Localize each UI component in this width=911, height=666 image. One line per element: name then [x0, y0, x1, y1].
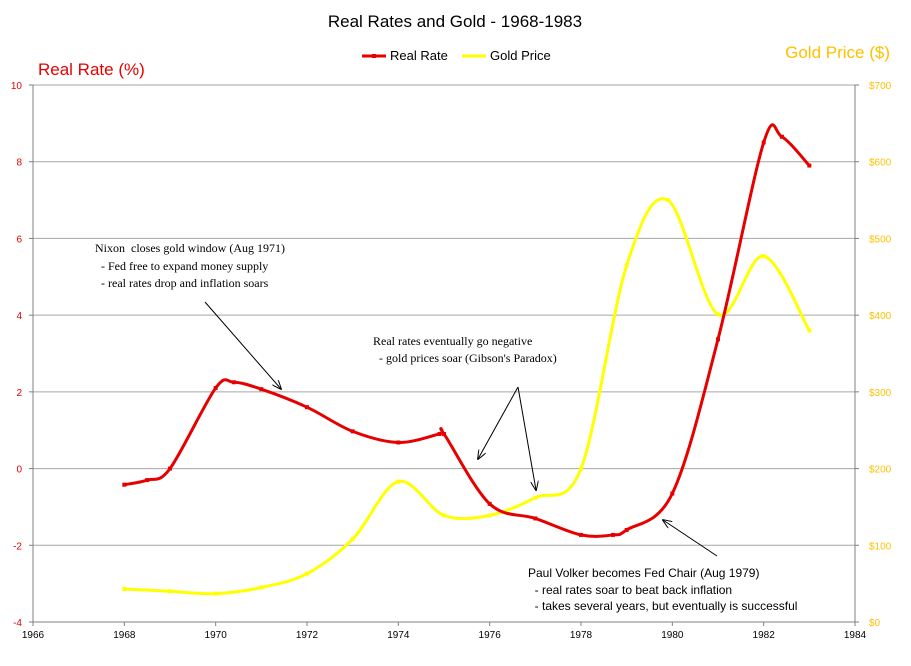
x-tick-label: 1968 — [113, 630, 136, 641]
y-left-tick-label: 6 — [16, 234, 22, 245]
y-left-tick-label: 4 — [16, 311, 22, 322]
data-point-gold-price — [807, 328, 812, 333]
annotation-negative-rates-arrow-2 — [517, 386, 536, 490]
data-point-gold-price — [665, 198, 670, 203]
data-point-gold-price — [305, 571, 309, 576]
data-point-gold-price — [396, 479, 401, 484]
annotation-negative-rates-line-1: Real rates eventually go negative — [373, 334, 532, 348]
annotation-volker-line-3: - takes several years, but eventually is… — [528, 599, 797, 613]
legend-real-rate-marker — [372, 54, 376, 58]
data-point-real-rate — [610, 532, 615, 537]
data-point-real-rate — [533, 516, 538, 521]
y-right-tick-label: $400 — [869, 311, 892, 322]
legend-item-real-rate[interactable]: Real Rate — [362, 48, 448, 63]
data-point-real-rate — [122, 482, 127, 487]
data-point-real-rate — [145, 478, 150, 483]
data-point-real-rate — [437, 432, 442, 437]
data-point-gold-price — [122, 587, 127, 592]
y-left-tick-label: 10 — [11, 81, 23, 92]
annotation-nixon-arrow — [204, 301, 281, 389]
gridlines — [33, 84, 855, 546]
annotation-negative-rates: Real rates eventually go negative - gold… — [373, 334, 557, 490]
x-tick-label: 1970 — [205, 630, 228, 641]
data-point-real-rate — [213, 386, 218, 391]
series-layer — [122, 123, 812, 596]
data-point-real-rate — [487, 501, 492, 506]
data-point-real-rate — [168, 466, 172, 471]
x-tick-label: 1982 — [753, 630, 776, 641]
y-left-tick-label: 8 — [16, 158, 22, 169]
data-point-real-rate — [396, 440, 401, 445]
data-point-gold-price — [350, 537, 355, 542]
y-left-tick-label: -2 — [13, 541, 22, 552]
y-right-tick-label: $500 — [869, 234, 892, 245]
data-point-real-rate — [259, 387, 264, 392]
legend: Real Rate Gold Price — [362, 48, 551, 63]
series-line-gold-price — [122, 197, 811, 596]
data-point-gold-price — [487, 513, 492, 518]
annotation-nixon-line-1: Nixon closes gold window (Aug 1971) — [95, 241, 285, 255]
x-tick-label: 1976 — [479, 630, 502, 641]
annotation-volker: Paul Volker becomes Fed Chair (Aug 1979)… — [528, 520, 797, 613]
chart-title: Real Rates and Gold - 1968-1983 — [328, 12, 582, 31]
annotation-volker-arrow — [663, 520, 718, 557]
y-right-tick-label: $700 — [869, 81, 892, 92]
data-point-real-rate — [231, 380, 236, 385]
y-right-tick-label: $100 — [869, 541, 892, 552]
annotation-volker-line-2: - real rates soar to beat back inflation — [528, 583, 732, 597]
annotation-negative-rates-line-2: - gold prices soar (Gibson's Paradox) — [373, 351, 557, 365]
data-point-real-rate — [350, 429, 355, 434]
data-point-gold-price — [761, 254, 766, 259]
y-right-tick-label: $200 — [869, 465, 892, 476]
y-left-tick-label: -4 — [13, 618, 22, 629]
data-point-real-rate — [305, 405, 309, 410]
legend-real-rate-label: Real Rate — [390, 48, 448, 63]
y-left-tick-label: 0 — [16, 465, 22, 476]
data-point-real-rate — [442, 432, 446, 437]
data-point-gold-price — [213, 591, 218, 596]
legend-gold-price-label: Gold Price — [490, 48, 551, 63]
data-point-gold-price — [716, 312, 720, 317]
data-point-real-rate — [779, 134, 784, 139]
annotation-nixon-line-3: - real rates drop and inflation soars — [95, 276, 269, 290]
data-point-real-rate — [716, 337, 720, 342]
y-right-tick-label: $600 — [869, 158, 892, 169]
axes: -4 -2 0 2 4 6 8 10 $0 $100 $200 $300 $400 $500 $600 $70… — [11, 81, 892, 641]
data-point-gold-price — [442, 513, 446, 518]
x-tick-label: 1984 — [844, 630, 867, 641]
data-point-gold-price — [259, 585, 264, 590]
data-point-real-rate — [807, 163, 812, 168]
y-left-axis-label: Real Rate (%) — [38, 60, 145, 79]
x-tick-label: 1966 — [22, 630, 45, 641]
annotation-volker-line-1: Paul Volker becomes Fed Chair (Aug 1979) — [528, 566, 759, 580]
x-tick-label: 1978 — [570, 630, 593, 641]
data-point-gold-price — [579, 466, 583, 471]
data-point-real-rate — [670, 491, 675, 496]
annotation-nixon: Nixon closes gold window (Aug 1971) - Fe… — [95, 241, 285, 389]
data-point-real-rate — [579, 532, 583, 537]
data-point-gold-price — [624, 263, 629, 268]
y-right-tick-label: $300 — [869, 388, 892, 399]
x-tick-label: 1974 — [387, 630, 410, 641]
annotation-negative-rates-arrow-1 — [478, 386, 519, 459]
data-point-real-rate — [761, 140, 766, 145]
y-right-axis-label: Gold Price ($) — [785, 43, 890, 62]
legend-item-gold-price[interactable]: Gold Price — [462, 48, 551, 63]
y-left-tick-label: 2 — [16, 388, 22, 399]
y-right-tick-label: $0 — [869, 618, 881, 629]
series-line-real-rate — [122, 123, 811, 538]
data-point-gold-price — [533, 495, 538, 500]
data-point-gold-price — [168, 589, 172, 594]
annotation-nixon-line-2: - Fed free to expand money supply — [95, 259, 268, 273]
x-tick-label: 1980 — [661, 630, 684, 641]
data-point-real-rate — [624, 527, 629, 532]
x-tick-label: 1972 — [296, 630, 319, 641]
